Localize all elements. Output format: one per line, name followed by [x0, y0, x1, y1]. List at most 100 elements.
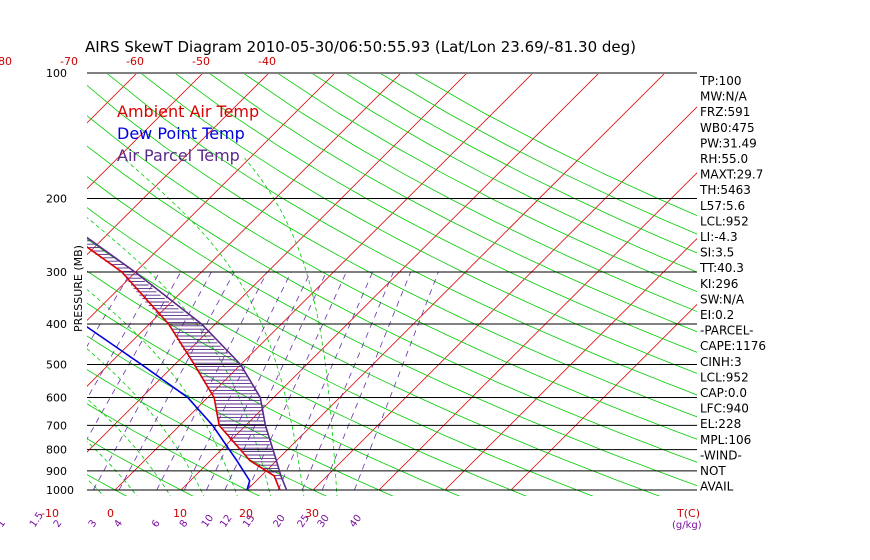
dry-adiabat-line [87, 302, 461, 496]
legend-entry: Dew Point Temp [117, 124, 245, 143]
dry-adiabat-line [0, 73, 65, 499]
legend-entry: Ambient Air Temp [117, 102, 259, 121]
isotherm-line [87, 74, 401, 387]
temp-tick-label-bottom: 10 [173, 507, 187, 520]
index-label: SI:3.5 [700, 246, 734, 260]
dry-adiabat-line [414, 74, 697, 217]
dry-adiabat-line [87, 84, 697, 418]
index-label: PW:31.49 [700, 136, 757, 150]
temp-tick-label-bottom: 0 [107, 507, 114, 520]
mixing-ratio-tick-label: 40 [348, 513, 364, 530]
dry-adiabat-line [346, 74, 697, 254]
series-line [87, 246, 281, 491]
mixing-ratio-lines [0, 271, 439, 491]
pressure-tick-label: 500 [46, 358, 67, 371]
temp-tick-label-top: -40 [258, 55, 276, 68]
mixing-ratio-unit-label: (g/kg) [672, 520, 702, 531]
pressure-tick-label: 600 [46, 391, 67, 404]
moist-adiabat-line [123, 157, 305, 496]
index-label: SW:N/A [700, 292, 745, 306]
index-label: MPL:106 [700, 433, 751, 447]
index-label: MAXT:29.7 [700, 168, 763, 182]
dry-adiabat-line [87, 270, 528, 496]
isotherm-line [87, 74, 137, 124]
mixing-ratio-line [87, 271, 132, 348]
isotherm-line [114, 74, 533, 491]
temp-tick-label-bottom: -10 [41, 507, 59, 520]
dry-adiabat-line [278, 74, 697, 293]
pressure-tick-label: 400 [46, 318, 67, 331]
dry-adiabat-line [312, 74, 697, 273]
dry-adiabat-line [87, 474, 128, 496]
isotherm-line [510, 303, 697, 491]
mixing-ratio-line [247, 271, 347, 491]
dry-adiabat-line [209, 74, 697, 333]
isotherm-line [87, 74, 467, 453]
index-label: MW:N/A [700, 90, 748, 104]
index-label: L57:5.6 [700, 199, 745, 213]
index-label: LFC:940 [700, 402, 749, 416]
pressure-tick-label: 700 [46, 419, 67, 432]
mixing-ratio-line [92, 271, 212, 491]
isobars [87, 72, 697, 491]
moist-adiabat-line [87, 289, 238, 496]
index-label: CAP:0.0 [700, 386, 747, 400]
mixing-ratio-line [301, 271, 394, 491]
index-label: TP:100 [699, 74, 742, 88]
temp-tick-label-top: -60 [126, 55, 144, 68]
index-label: RH:55.0 [700, 152, 748, 166]
legend-entry: Air Parcel Temp [117, 146, 240, 165]
mixing-ratio-tick-label: 20 [272, 513, 288, 530]
index-label: -PARCEL- [700, 324, 754, 338]
temp-tick-label-top: -80 [0, 55, 12, 68]
isotherm-line [246, 74, 665, 491]
dry-adiabat-line [107, 74, 697, 396]
mixing-ratio-tick-label: 12 [218, 513, 234, 530]
dry-adiabat-line [87, 115, 697, 440]
dry-adiabat-line [87, 403, 261, 496]
dry-adiabat-line [87, 176, 697, 487]
index-label: FRZ:591 [700, 105, 750, 119]
temp-tick-label-top: -50 [192, 55, 210, 68]
cape-hatch [87, 240, 282, 480]
mixing-ratio-line [118, 271, 235, 491]
temp-tick-label-top: -70 [60, 55, 78, 68]
index-label: KI:296 [700, 277, 738, 291]
index-label: CINH:3 [700, 355, 742, 369]
dry-adiabat-line [87, 207, 661, 496]
index-label: WB0:475 [700, 121, 755, 135]
index-label: -WIND- [700, 448, 742, 462]
isotherm-line [0, 74, 4, 490]
mixing-ratio-line [277, 271, 373, 491]
series-line [87, 236, 288, 491]
y-axis-label: PRESSURE (MB) [72, 245, 85, 332]
isotherm-line [378, 172, 697, 491]
moist-adiabat-line [0, 158, 40, 499]
index-label: EL:228 [700, 417, 741, 431]
mixing-ratio-line [87, 271, 182, 440]
isotherm-line [87, 74, 335, 321]
index-label: CAPE:1176 [700, 339, 766, 353]
profile-series [87, 236, 288, 491]
index-label: AVAIL [700, 480, 734, 494]
index-label: TT:40.3 [699, 261, 744, 275]
mixing-ratio-line [0, 272, 27, 490]
mixing-ratio-tick-label: 6 [150, 518, 163, 530]
mixing-ratio-line [156, 271, 268, 491]
dry-adiabats [0, 73, 697, 499]
pressure-tick-label: 1000 [46, 484, 74, 497]
isotherm-line [444, 238, 697, 491]
mixing-ratio-tick-label: 1 [0, 518, 8, 530]
dry-adiabat-line [175, 74, 697, 353]
mixing-ratio-tick-label: 4 [112, 518, 125, 530]
dry-adiabat-line [87, 369, 328, 496]
dry-adiabat-line [243, 74, 697, 312]
dry-adiabat-line [141, 74, 697, 374]
chart-title: AIRS SkewT Diagram 2010-05-30/06:50:55.9… [85, 38, 636, 56]
mixing-ratio-tick-label: 3 [87, 518, 100, 530]
mixing-ratio-line [184, 271, 292, 491]
legend: Ambient Air Temp Dew Point Temp Air Parcel… [117, 102, 259, 165]
pressure-tick-label: 800 [46, 444, 67, 457]
